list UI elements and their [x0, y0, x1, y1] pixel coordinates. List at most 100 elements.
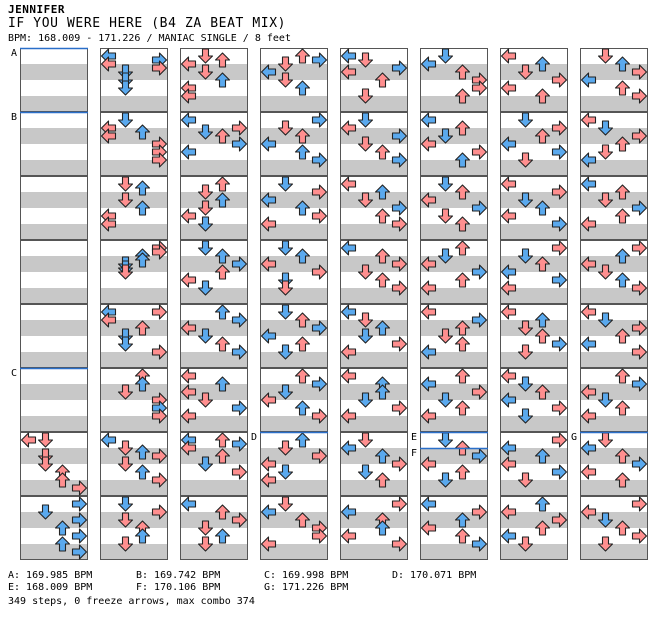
measure-frame [580, 368, 648, 432]
step-arrow-left [500, 368, 517, 384]
beat-band [580, 64, 648, 80]
step-arrow-down [597, 432, 614, 448]
step-arrow-left [500, 208, 517, 224]
beat-band [180, 352, 248, 368]
measure-frame [580, 304, 648, 368]
bpm-marker-label: G [571, 432, 577, 443]
step-arrow-down [117, 80, 134, 96]
measure-frame [180, 304, 248, 368]
beat-band [180, 224, 248, 240]
step-arrow-up [294, 336, 311, 352]
bpm-marker-label: D [251, 432, 257, 443]
beat-band [260, 448, 328, 464]
step-arrow-up [454, 464, 471, 480]
beat-band [260, 288, 328, 304]
beat-band [260, 480, 328, 496]
beat-band [580, 448, 648, 464]
step-arrow-left [180, 272, 197, 288]
beat-band [260, 224, 328, 240]
step-arrow-left [500, 528, 517, 544]
step-arrow-right [391, 496, 408, 512]
beat-band [260, 256, 328, 272]
step-arrow-down [437, 208, 454, 224]
step-arrow-right [551, 464, 568, 480]
beat-band [580, 128, 648, 144]
step-arrow-right [551, 336, 568, 352]
measure-frame [340, 48, 408, 112]
beat-band [100, 160, 168, 176]
bpm-legend-e: E: 168.009 BPM [8, 582, 93, 593]
beat-band [260, 64, 328, 80]
step-arrow-up [454, 400, 471, 416]
step-arrow-left [580, 304, 597, 320]
step-arrow-left [580, 464, 597, 480]
step-arrow-left [100, 432, 117, 448]
measure-frame [340, 176, 408, 240]
step-arrow-up [294, 48, 311, 64]
beat-band [100, 512, 168, 528]
beat-band [420, 96, 488, 112]
step-arrow-up [454, 528, 471, 544]
bpm-legend-c: C: 169.998 BPM [264, 570, 349, 581]
step-arrow-left [180, 112, 197, 128]
beat-band [420, 224, 488, 240]
measure-frame [340, 432, 408, 496]
measure-frame [500, 240, 568, 304]
measure-frame [340, 112, 408, 176]
step-arrow-up [214, 432, 231, 448]
step-arrow-right [551, 432, 568, 448]
measure-frame [500, 304, 568, 368]
beat-band [340, 352, 408, 368]
beat-band [500, 448, 568, 464]
beat-band [500, 320, 568, 336]
step-arrow-left [180, 208, 197, 224]
beat-band [180, 448, 248, 464]
beat-band [100, 320, 168, 336]
measure-bands [20, 64, 648, 560]
beat-band [420, 512, 488, 528]
step-arrow-down [277, 464, 294, 480]
beat-band [20, 96, 88, 112]
beat-band [180, 320, 248, 336]
measure-frame [260, 368, 328, 432]
step-arrow-left [180, 144, 197, 160]
step-arrow-right [471, 144, 488, 160]
step-arrow-down [37, 432, 54, 448]
step-arrow-up [214, 528, 231, 544]
measure-frame [180, 112, 248, 176]
beat-band [20, 448, 88, 464]
step-arrow-up [614, 400, 631, 416]
measure-frame [260, 176, 328, 240]
beat-band [100, 288, 168, 304]
step-arrow-left [180, 496, 197, 512]
beat-band [20, 192, 88, 208]
measure-frame [580, 112, 648, 176]
measure-frame [580, 48, 648, 112]
beat-band [340, 256, 408, 272]
step-arrow-down [277, 304, 294, 320]
measure-frame [260, 304, 328, 368]
step-arrow-down [117, 336, 134, 352]
beat-band [580, 160, 648, 176]
chart-subtitle: BPM: 168.009 - 171.226 / MANIAC SINGLE /… [8, 33, 291, 44]
step-arrow-right [71, 528, 88, 544]
beat-band [100, 352, 168, 368]
step-arrow-up [214, 304, 231, 320]
beat-band [500, 288, 568, 304]
step-arrow-up [534, 496, 551, 512]
beat-band [340, 320, 408, 336]
step-arrow-left [580, 112, 597, 128]
step-arrow-left [500, 176, 517, 192]
measure-frame [20, 432, 88, 496]
measure-frame [500, 432, 568, 496]
measure-frame [420, 112, 488, 176]
beat-band [260, 512, 328, 528]
step-arrow-left [340, 528, 357, 544]
artist-name: JENNIFER [8, 3, 65, 16]
step-arrow-left [420, 304, 437, 320]
beat-band [500, 352, 568, 368]
step-arrow-up [374, 208, 391, 224]
step-arrow-down [357, 112, 374, 128]
beat-band [580, 192, 648, 208]
